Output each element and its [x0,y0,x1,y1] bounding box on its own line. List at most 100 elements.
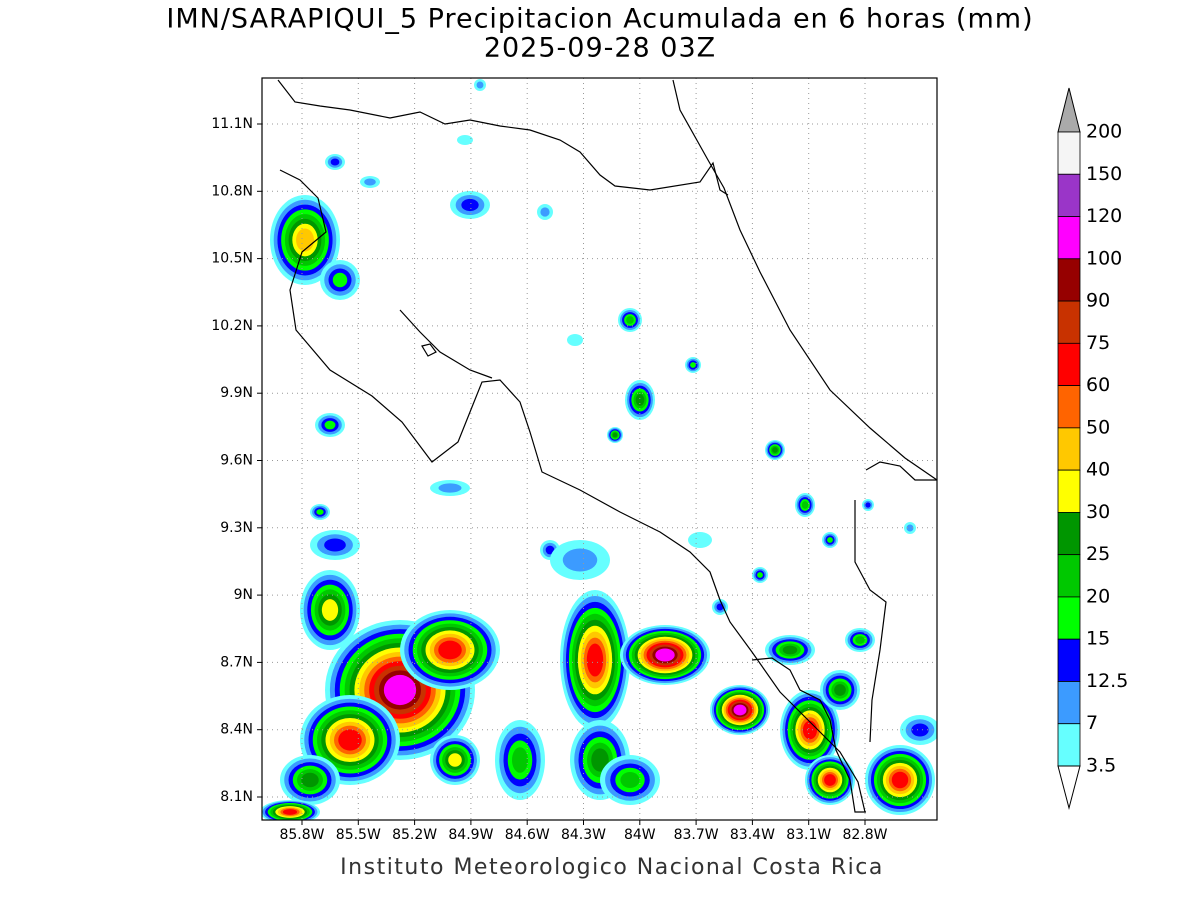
coastline [399,309,493,379]
coastlines [277,79,937,813]
colorbar-band [1057,723,1081,767]
lon-tick-label: 83.1W [786,827,831,843]
lat-tick-label: 8.1N [220,789,253,805]
colorbar-band [1057,258,1081,302]
rain-contour [562,548,598,572]
lon-tick-label: 85.2W [392,827,437,843]
colorbar-label: 150 [1086,163,1122,185]
colorbar-band [1057,638,1081,682]
colorbar-label: 25 [1086,543,1110,565]
rain-contour [383,674,417,706]
coastline [279,169,866,813]
title: IMN/SARAPIQUI_5 Precipitacion Acumulada … [166,4,1033,35]
lat-tick-label: 9N [234,587,253,603]
colorbar-under [1057,765,1081,810]
rain-contour [757,572,763,578]
rain-contour [438,483,462,493]
rain-contour [330,158,340,166]
colorbar-over [1057,87,1081,133]
colorbar-band [1057,216,1081,260]
colorbar-label: 120 [1086,205,1122,227]
rain-contour [338,729,362,751]
rain-contour [545,545,555,555]
lon-tick-label: 84.6W [505,827,550,843]
border [751,657,866,813]
rain-contour [586,643,604,677]
rain-contour [855,636,865,644]
rain-contour [620,772,640,788]
lat-tick-label: 9.6N [220,453,253,469]
colorbar-label: 12.5 [1086,670,1128,692]
rain-contour [364,178,376,186]
rain-contour [324,420,336,430]
rain-contour [782,645,798,655]
colorbar: 200 150 120 100 90 75 60 50 40 30 25 20 15 12.5 7 3.5 [1057,87,1128,810]
rain-contour [282,809,298,815]
coastline [277,79,729,196]
rain-contour [438,640,462,660]
lon-tick-label: 82.8W [842,827,887,843]
rain-contour [461,198,479,212]
rain-contour [324,538,346,552]
colorbar-band [1057,173,1081,217]
rain-contour [827,537,833,543]
colorbar-label: 75 [1086,332,1110,354]
rain-contour [301,772,319,788]
colorbar-label: 90 [1086,290,1110,312]
lat-tick-label: 9.9N [220,385,253,401]
colorbar-label: 30 [1086,501,1110,523]
lat-tick-label: 9.3N [220,520,253,536]
rain-contour [612,432,618,438]
subtitle: 2025-09-28 03Z [484,33,716,64]
rain-contour [591,748,609,772]
rain-contour [626,316,634,324]
colorbar-label: 100 [1086,247,1122,269]
lat-tick-label: 10.2N [211,318,253,334]
colorbar-label: 3.5 [1086,755,1116,777]
colorbar-band [1057,131,1081,175]
colorbar-label: 40 [1086,459,1110,481]
colorbar-label: 200 [1086,121,1122,143]
lon-tick-label: 84.9W [448,827,493,843]
lat-tick-label: 8.4N [220,722,253,738]
colorbar-band [1057,596,1081,640]
lon-tick-label: 83.4W [730,827,775,843]
rain-contour [733,704,747,716]
rain-contour [332,272,348,288]
rain-contour [512,747,528,773]
rain-contour [690,362,696,368]
lat-tick-label: 10.8N [211,183,253,199]
colorbar-label: 7 [1086,712,1098,734]
rain-contour [906,524,914,532]
colorbar-band [1057,342,1081,387]
rain-contour [448,753,462,767]
colorbar-band [1057,300,1081,344]
rain-contour [316,509,324,515]
rain-contour [635,394,645,406]
rain-contour [834,684,846,696]
map-frame [261,77,938,821]
coastline [865,461,937,481]
rain-contour [911,723,929,737]
lon-tick-label: 85.5W [336,827,381,843]
coastline [672,79,937,481]
colorbar-band [1057,554,1081,598]
rain-contour [891,771,909,789]
footer: Instituto Meteorologico Nacional Costa R… [340,855,884,880]
colorbar-label: 20 [1086,585,1110,607]
lat-tick-label: 8.7N [220,654,253,670]
lon-tick-label: 85.8W [279,827,324,843]
rain-contour [296,228,314,252]
colorbar-label: 15 [1086,628,1110,650]
rain-contour [865,502,871,508]
lon-tick-label: 84.3W [561,827,606,843]
border [854,500,887,743]
rain-contour [457,135,473,145]
rain-contour [802,720,818,740]
colorbar-band [1057,385,1081,429]
lat-tick-label: 10.5N [211,251,253,267]
colorbar-label: 60 [1086,374,1110,396]
rain-contour [716,603,724,611]
